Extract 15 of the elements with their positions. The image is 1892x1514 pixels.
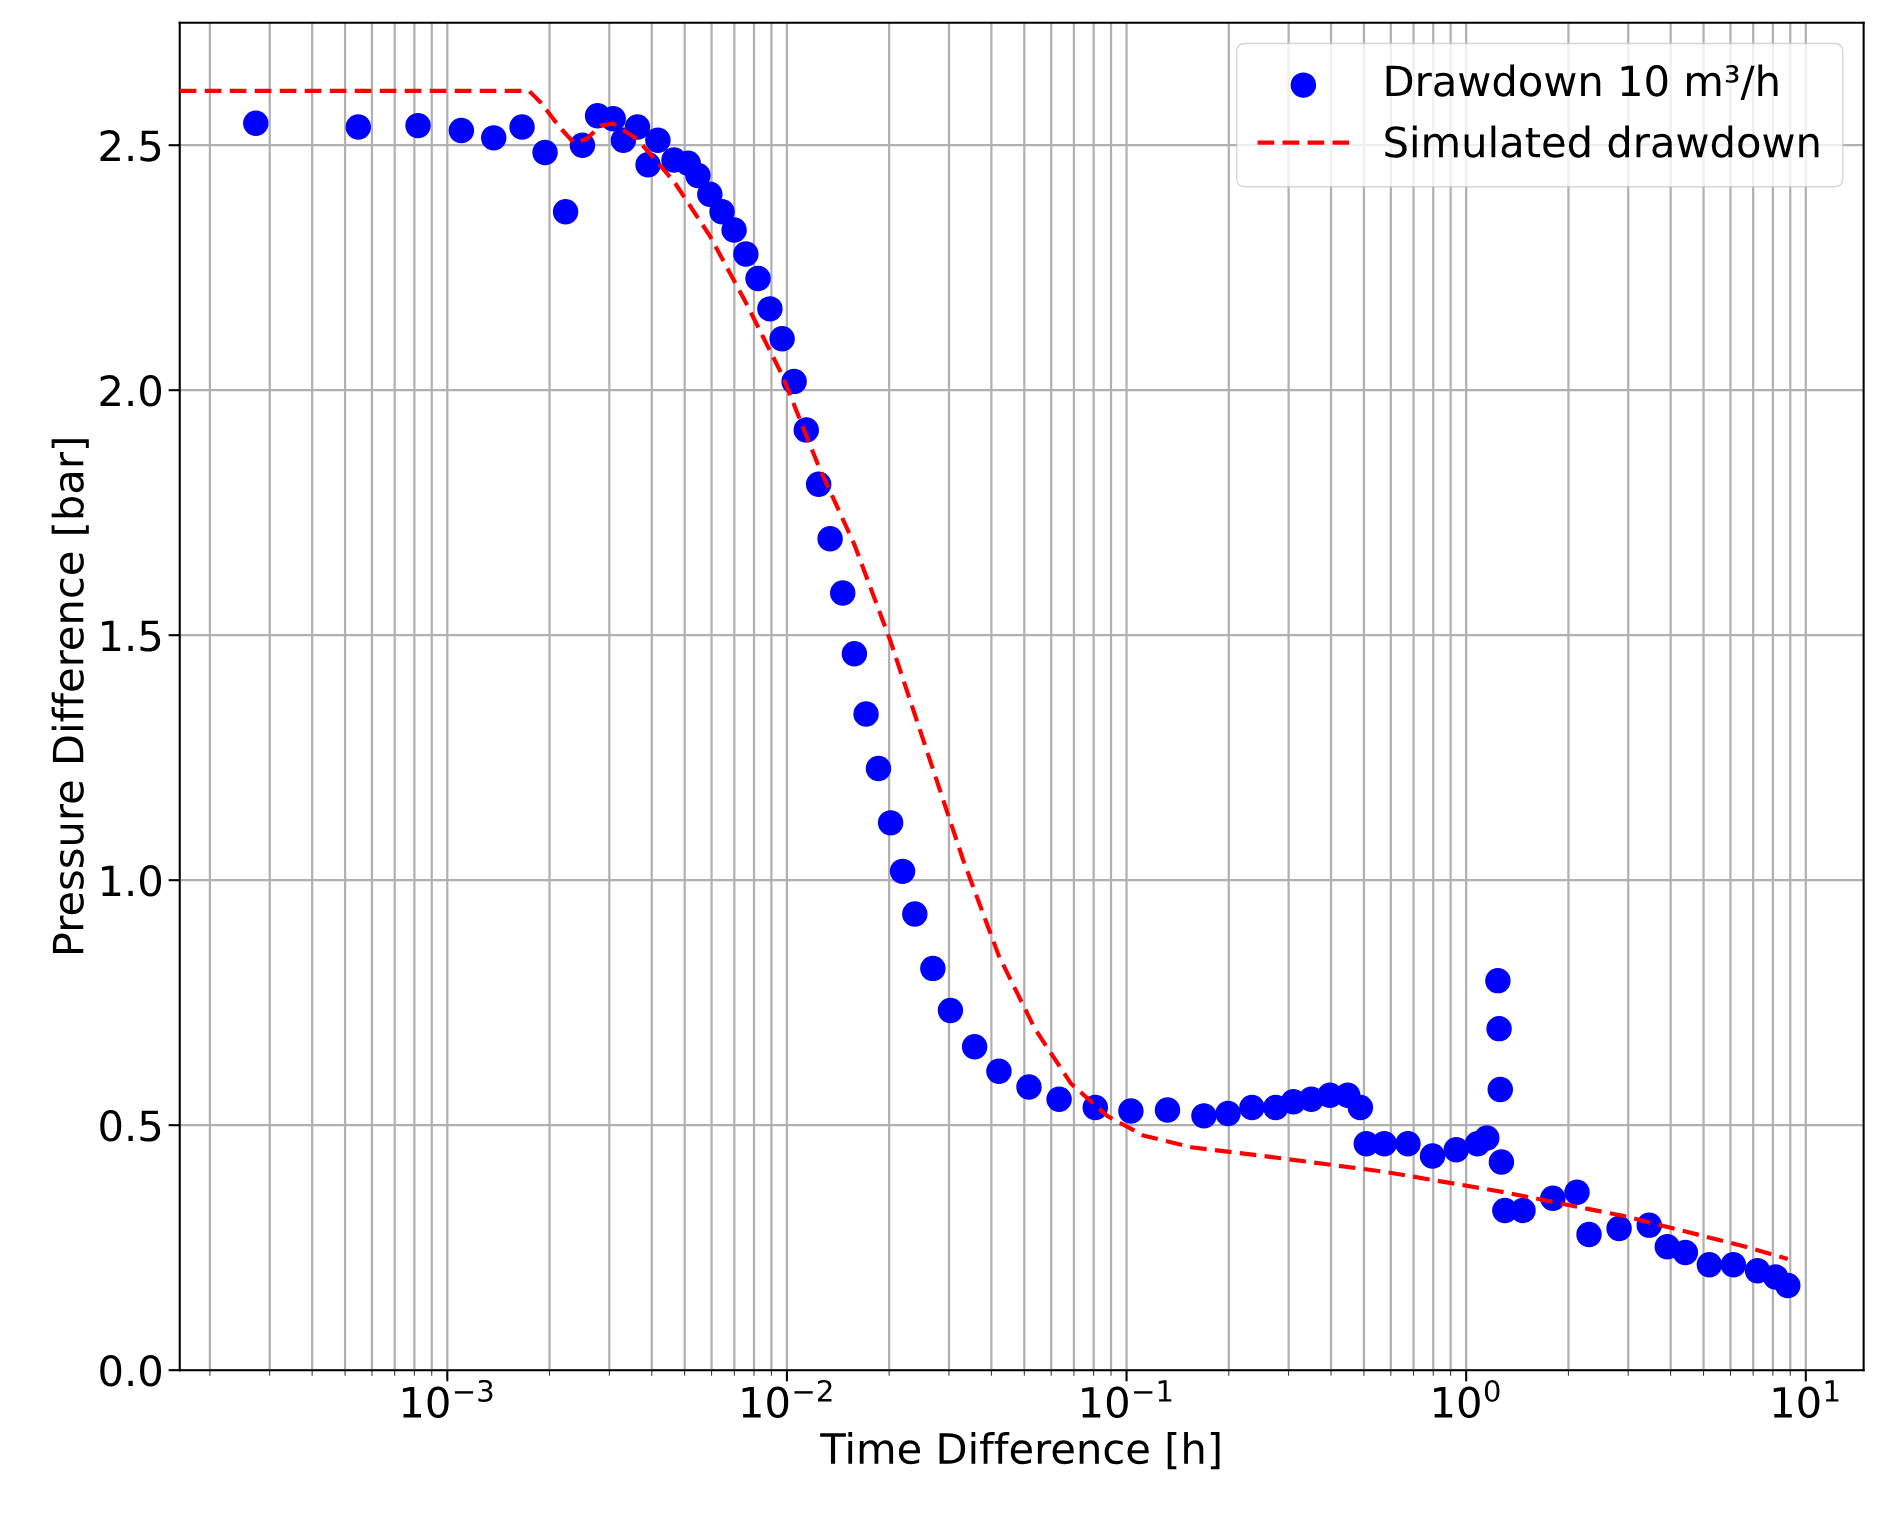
legend-label: Drawdown 10 m³/h <box>1386 64 1778 100</box>
y-tick-label: 1.5 <box>102 620 161 652</box>
legend-label: Simulated drawdown <box>1385 125 1819 158</box>
x-tick-label: 10$^{0}$ <box>1434 1379 1500 1419</box>
y-tick-label: 0.0 <box>100 1355 161 1387</box>
x-axis-title: Time Difference [h] <box>820 1432 1220 1470</box>
x-tick-label: 10$^{−1}$ <box>1082 1380 1172 1419</box>
y-tick-label: 2.0 <box>100 375 161 407</box>
y-axis-title: Pressure Difference [bar] <box>51 439 89 954</box>
x-tick-label: 10$^{−2}$ <box>742 1379 832 1419</box>
y-tick-label: 2.5 <box>100 130 161 162</box>
y-tick-label: 1.0 <box>102 865 161 897</box>
x-tick-label: 10$^{−3}$ <box>402 1379 493 1419</box>
x-tick-label: 10$^{1}$ <box>1773 1380 1839 1419</box>
y-tick-label: 0.5 <box>100 1110 161 1142</box>
